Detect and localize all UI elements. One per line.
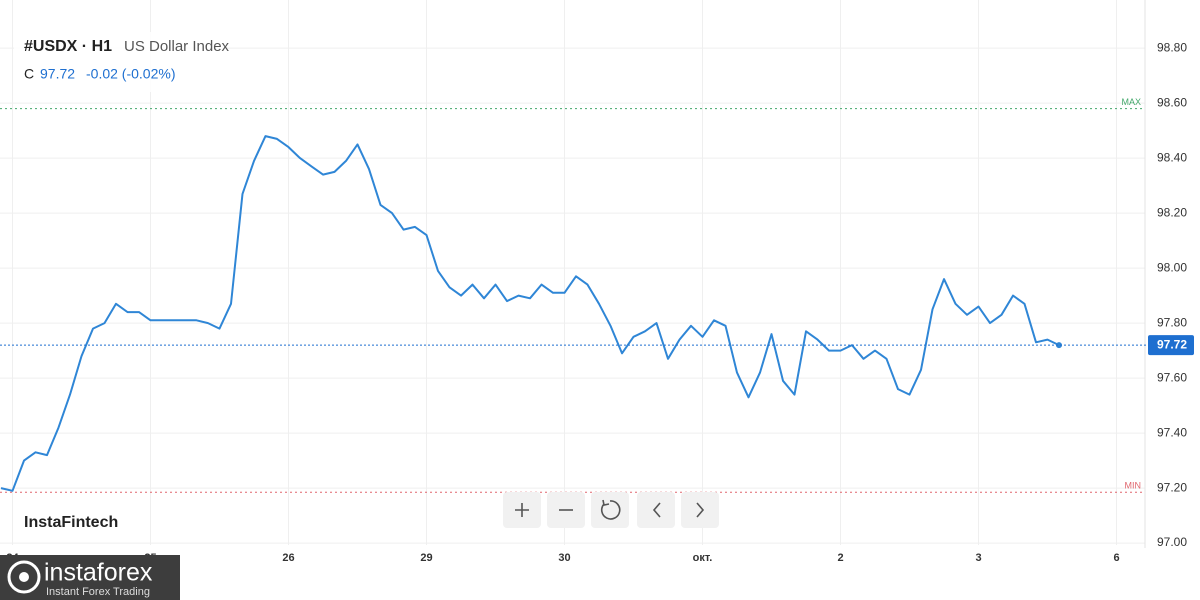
legend-bg: [14, 32, 224, 92]
scroll-right-icon: [696, 502, 705, 518]
x-axis-bg: [0, 548, 1200, 600]
logo-text: instaforex: [44, 559, 153, 587]
min-line-label: MIN: [1125, 481, 1142, 491]
scroll-left-button[interactable]: [637, 492, 675, 528]
y-tick-label: 98.80: [1157, 40, 1187, 54]
y-tick-label: 98.00: [1157, 260, 1187, 274]
instrument-name: US Dollar Index: [124, 38, 230, 55]
y-tick-label: 97.80: [1157, 315, 1187, 329]
y-tick-label: 98.60: [1157, 95, 1187, 109]
scroll-right-button[interactable]: [681, 492, 719, 528]
logo-icon: [7, 560, 41, 594]
logo-icon-center: [19, 572, 29, 582]
scroll-left-icon: [652, 502, 661, 518]
y-tick-label: 97.40: [1157, 425, 1187, 439]
last-point: [1056, 342, 1062, 349]
x-tick-label: 2: [837, 552, 843, 564]
grid: [0, 0, 1145, 545]
logo-tagline: Instant Forex Trading: [46, 586, 150, 598]
last-price-box: [1148, 335, 1194, 356]
close-label: C: [24, 66, 34, 82]
close-change: -0.02 (-0.02%): [86, 66, 175, 82]
plot: MAX MIN: [0, 97, 1147, 493]
toolbar: [503, 492, 719, 528]
y-tick-label: 98.20: [1157, 205, 1187, 219]
reset-button[interactable]: [591, 492, 629, 528]
zoom-in-icon: [515, 503, 529, 517]
x-tick-label: 29: [420, 552, 432, 564]
y-tick-label: 98.40: [1157, 150, 1187, 164]
last-price-label: 97.72: [1157, 337, 1187, 351]
x-tick-label: 3: [975, 552, 981, 564]
x-tick-label: 6: [1113, 552, 1119, 564]
price-line: [0, 135, 1060, 492]
close-value: 97.72: [40, 66, 75, 82]
y-tick-label: 97.00: [1157, 535, 1187, 549]
logo: instaforex Instant Forex Trading: [0, 555, 180, 600]
watermark: InstaFintech: [24, 514, 118, 531]
max-line-label: MAX: [1121, 97, 1141, 107]
x-tick-label: 30: [558, 552, 570, 564]
symbol: #USDX · H1: [24, 38, 112, 55]
y-tick-label: 97.60: [1157, 370, 1187, 384]
y-tick-label: 97.20: [1157, 480, 1187, 494]
reset-arrow: [602, 499, 610, 506]
reset-icon: [600, 500, 621, 520]
x-tick-label: 26: [282, 552, 294, 564]
x-tick-label: окт.: [693, 552, 713, 564]
